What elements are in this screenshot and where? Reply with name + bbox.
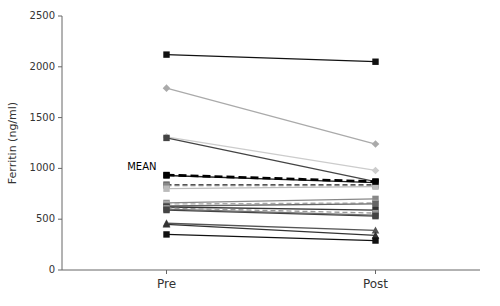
point-marker <box>163 172 169 178</box>
y-tick-label: 2000 <box>30 61 55 72</box>
series <box>163 201 378 209</box>
y-axis-label: Ferritin (ng/ml) <box>6 102 19 184</box>
line <box>167 210 376 216</box>
series <box>163 205 378 216</box>
x-tick-label: Pre <box>157 277 176 291</box>
line <box>167 137 376 171</box>
line <box>167 234 376 240</box>
line <box>167 209 376 215</box>
series <box>163 135 378 185</box>
point-marker <box>372 201 378 207</box>
series <box>163 172 378 186</box>
y-tick-label: 500 <box>36 213 55 224</box>
mean-series <box>163 172 378 185</box>
y-axis-line <box>62 16 63 270</box>
labels: MEAN <box>127 161 156 172</box>
x-tick-label: Post <box>363 277 388 291</box>
point-marker <box>163 133 171 141</box>
line <box>167 55 376 62</box>
y-tick-label: 1000 <box>30 162 55 173</box>
mean-line <box>167 175 376 182</box>
y-tick <box>58 16 62 17</box>
point-marker <box>372 213 378 219</box>
series <box>163 51 378 65</box>
point-marker <box>372 59 378 65</box>
line <box>167 185 376 186</box>
series <box>163 231 378 243</box>
line <box>167 176 376 183</box>
series <box>163 183 378 191</box>
series <box>163 200 378 207</box>
series <box>163 84 380 147</box>
y-tick <box>58 117 62 118</box>
series <box>163 182 378 188</box>
point-marker <box>372 178 378 184</box>
y-tick <box>58 219 62 220</box>
line <box>167 184 376 185</box>
series <box>163 207 378 219</box>
y-tick <box>58 66 62 67</box>
x-tick <box>375 270 376 274</box>
mean-label: MEAN <box>127 161 156 172</box>
series <box>163 181 378 187</box>
point-marker <box>163 172 169 178</box>
point-marker <box>372 237 378 243</box>
point-marker <box>163 186 169 192</box>
point-marker <box>163 207 169 213</box>
x-tick <box>166 270 167 274</box>
x-axis-line <box>62 270 480 271</box>
y-tick-label: 1500 <box>30 112 55 123</box>
point-marker <box>163 84 171 92</box>
plot-area <box>163 51 380 243</box>
y-tick <box>58 270 62 271</box>
line <box>167 224 376 235</box>
point-marker <box>372 140 380 148</box>
point-marker <box>163 231 169 237</box>
x-axis: Pre Post <box>62 270 480 291</box>
chart: 05001000150020002500Ferritin (ng/ml)PreP… <box>0 0 500 306</box>
y-axis: 0 500 1000 1500 2000 2500 <box>30 10 62 275</box>
y-tick <box>58 168 62 169</box>
line <box>167 138 376 182</box>
y-tick-label: 2500 <box>30 10 55 21</box>
series <box>163 196 378 206</box>
line <box>167 204 376 206</box>
line <box>167 199 376 203</box>
point-marker <box>372 178 378 184</box>
point-marker <box>163 220 171 227</box>
series <box>163 206 378 218</box>
line <box>167 187 376 189</box>
y-tick-label: 0 <box>49 264 55 275</box>
point-marker <box>372 167 380 175</box>
point-marker <box>163 135 169 141</box>
point-marker <box>163 51 169 57</box>
line <box>167 88 376 144</box>
series <box>163 133 380 174</box>
